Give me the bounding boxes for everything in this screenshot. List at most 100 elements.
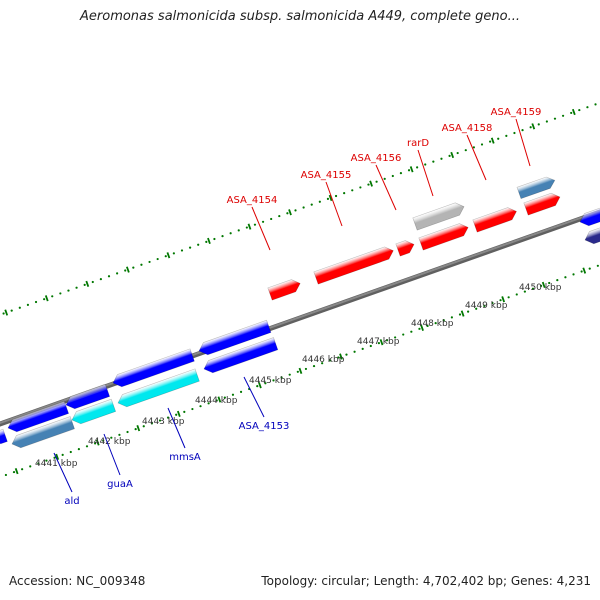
minor-tick [45, 459, 48, 462]
minor-tick [505, 134, 508, 137]
minor-tick [588, 267, 591, 270]
minor-tick [223, 396, 226, 399]
major-tick [460, 310, 465, 317]
minor-tick [215, 399, 218, 402]
minor-tick [253, 223, 257, 226]
minor-tick [183, 410, 186, 414]
forward-leader-line [375, 164, 397, 211]
minor-tick [561, 114, 565, 117]
major-tick [541, 281, 546, 289]
minor-tick [166, 416, 170, 419]
forward-gene-label: ASA_4155 [301, 170, 352, 181]
minor-tick [83, 283, 86, 286]
minor-tick [110, 436, 113, 439]
minor-tick [164, 255, 167, 258]
major-tick [339, 353, 343, 360]
forward-leader-line [466, 134, 487, 181]
major-tick [531, 123, 536, 130]
gene-shape [313, 246, 394, 285]
gene-shape [579, 205, 600, 227]
minor-tick [2, 312, 5, 315]
gene-ald-arrow [7, 400, 70, 433]
minor-tick [578, 108, 581, 112]
reverse-tick-row [4, 264, 599, 477]
minor-tick [483, 304, 486, 308]
gene-shape [11, 416, 75, 449]
major-tick [207, 237, 211, 245]
minor-tick [434, 321, 437, 325]
minor-tick [497, 137, 500, 140]
major-tick [126, 266, 130, 273]
minor-tick [231, 393, 235, 396]
reverse-gene-label: mmsA [169, 452, 201, 463]
minor-tick [213, 237, 216, 241]
scale-label: 4442 kbp [88, 437, 131, 447]
minor-tick [180, 249, 184, 252]
minor-tick [383, 177, 386, 180]
minor-tick [553, 117, 557, 120]
minor-tick [337, 356, 340, 359]
minor-tick [197, 243, 200, 246]
minor-tick [191, 407, 194, 411]
minor-tick [156, 257, 159, 261]
major-tick [176, 410, 181, 417]
major-tick [490, 137, 495, 144]
minor-tick [440, 157, 443, 160]
scale-label: 4445 kbp [249, 376, 292, 386]
minor-tick [359, 186, 362, 189]
reverse-leader-line [53, 452, 73, 493]
minor-tick [513, 131, 516, 135]
minor-tick [367, 183, 370, 186]
gene-shape [7, 400, 70, 433]
minor-tick [296, 370, 299, 373]
minor-tick [507, 296, 510, 299]
major-tick [582, 267, 587, 274]
minor-tick [402, 333, 405, 336]
minor-tick [34, 300, 38, 304]
minor-tick [239, 390, 243, 393]
minor-tick [523, 290, 526, 293]
forward-gene-label: rarD [407, 138, 429, 149]
minor-tick [318, 200, 321, 203]
gene-shape [523, 192, 561, 216]
reverse-leader-line [243, 376, 265, 418]
minor-tick [188, 246, 192, 249]
minor-tick [37, 462, 40, 465]
gene-shape [65, 383, 111, 410]
minor-tick [126, 430, 129, 434]
minor-tick [475, 307, 478, 310]
minor-tick [310, 203, 313, 206]
minor-tick [369, 344, 372, 348]
minor-tick [564, 276, 567, 279]
minor-tick [286, 212, 289, 215]
minor-tick [199, 405, 202, 408]
minor-tick [416, 166, 419, 169]
minor-tick [256, 385, 259, 388]
major-tick [247, 223, 252, 230]
minor-tick [26, 303, 30, 306]
reverse-gene-label: ald [64, 496, 79, 507]
gene-shape [584, 223, 600, 245]
minor-tick [69, 450, 72, 454]
gene-asa-4158-arrow [472, 207, 517, 233]
reverse-gene-label: guaA [107, 479, 133, 490]
minor-tick [548, 281, 551, 285]
accession-label: Accession: NC_009348 [9, 574, 146, 588]
major-tick [369, 180, 373, 187]
gene-asa-4156-arrow [395, 240, 415, 257]
minor-tick [205, 240, 208, 243]
minor-tick [410, 330, 413, 333]
minor-tick [207, 402, 210, 405]
minor-tick [464, 149, 467, 152]
minor-tick [353, 350, 356, 353]
genome-summary: Topology: circular; Length: 4,702,402 bp… [261, 574, 591, 588]
gene-shape [395, 240, 415, 257]
gene-mmsa-arrow [117, 368, 200, 408]
reverse-gene-label: ASA_4153 [239, 421, 290, 432]
scale-label: 4450 kbp [519, 283, 562, 293]
gene-cyan-small-arrow [71, 398, 117, 425]
minor-tick [321, 362, 324, 365]
minor-tick [302, 206, 305, 209]
gene-guaa-arrow [112, 348, 195, 388]
